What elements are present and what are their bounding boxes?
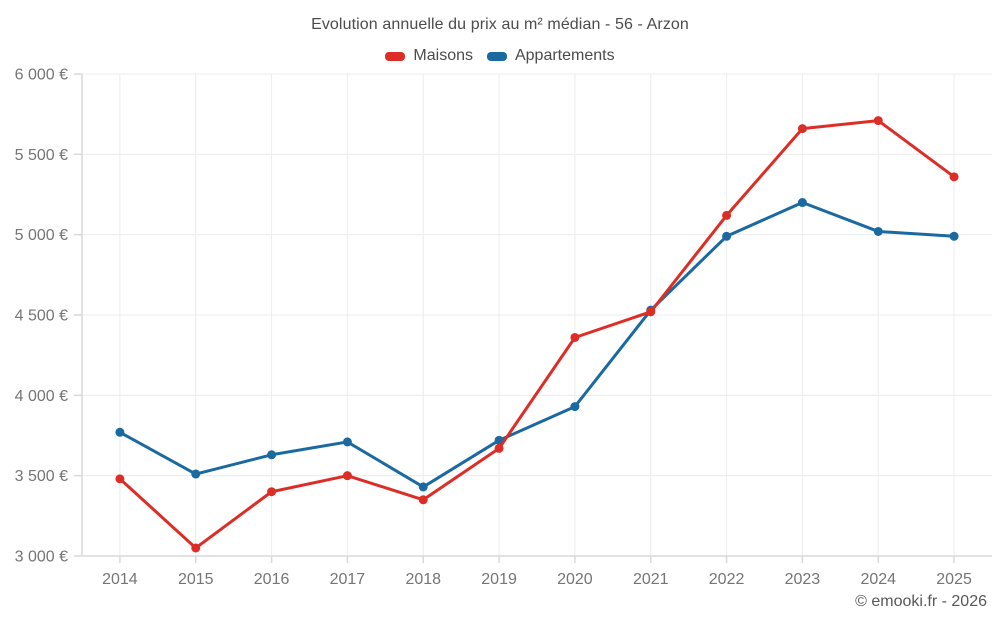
appartements-point-2020[interactable] <box>570 402 580 412</box>
y-tick-label-4500: 4 500 € <box>15 308 68 325</box>
x-tick-label-2017: 2017 <box>330 571 366 588</box>
appartements-point-2025[interactable] <box>949 231 959 241</box>
chart-legend: Maisons Appartements <box>0 47 1000 65</box>
x-tick-label-2018: 2018 <box>405 571 441 588</box>
x-tick-label-2015: 2015 <box>178 571 214 588</box>
x-tick-label-2019: 2019 <box>481 571 517 588</box>
x-tick-label-2022: 2022 <box>709 571 745 588</box>
appartements-point-2018[interactable] <box>418 482 428 492</box>
maisons-point-2016[interactable] <box>267 487 277 497</box>
maisons-point-2025[interactable] <box>949 172 959 182</box>
legend-label-appartements: Appartements <box>514 47 615 64</box>
appartements-point-2024[interactable] <box>873 226 883 236</box>
legend-item-appartements[interactable]: Appartements <box>486 47 615 65</box>
appartements-point-2017[interactable] <box>342 437 352 447</box>
x-tick-label-2021: 2021 <box>633 571 669 588</box>
legend-swatch-appartements <box>486 51 507 61</box>
appartements-point-2023[interactable] <box>797 198 807 208</box>
legend-swatch-maisons <box>385 51 406 61</box>
appartements-point-2016[interactable] <box>267 450 277 460</box>
appartements-point-2015[interactable] <box>191 469 201 479</box>
maisons-point-2014[interactable] <box>115 474 125 484</box>
x-tick-label-2020: 2020 <box>557 571 593 588</box>
y-tick-label-5000: 5 000 € <box>15 227 68 244</box>
y-tick-label-3000: 3 000 € <box>15 549 68 566</box>
legend-item-maisons[interactable]: Maisons <box>385 47 473 65</box>
maisons-line <box>118 119 956 550</box>
y-tick-label-4000: 4 000 € <box>15 388 68 405</box>
x-tick-label-2024: 2024 <box>860 571 896 588</box>
y-tick-label-6000: 6 000 € <box>15 67 68 84</box>
appartements-point-2022[interactable] <box>722 231 732 241</box>
appartements-line <box>118 201 956 489</box>
y-tick-label-3500: 3 500 € <box>15 468 68 485</box>
maisons-point-2021[interactable] <box>646 307 656 317</box>
maisons-point-2024[interactable] <box>873 116 883 126</box>
maisons-point-2019[interactable] <box>494 443 504 453</box>
appartements-point-2014[interactable] <box>115 427 125 437</box>
x-tick-label-2016: 2016 <box>254 571 290 588</box>
maisons-point-2018[interactable] <box>418 495 428 505</box>
maisons-point-2023[interactable] <box>797 124 807 134</box>
legend-label-maisons: Maisons <box>413 47 473 64</box>
x-tick-label-2014: 2014 <box>102 571 138 588</box>
x-tick-label-2023: 2023 <box>785 571 821 588</box>
maisons-point-2022[interactable] <box>722 210 732 220</box>
maisons-point-2020[interactable] <box>570 332 580 342</box>
y-tick-label-5500: 5 500 € <box>15 147 68 164</box>
chart-title: Evolution annuelle du prix au m² médian … <box>311 16 689 33</box>
x-tick-label-2025: 2025 <box>936 571 972 588</box>
copyright-text: © emooki.fr - 2026 <box>855 593 987 610</box>
maisons-point-2017[interactable] <box>342 471 352 481</box>
maisons-point-2015[interactable] <box>191 543 201 553</box>
